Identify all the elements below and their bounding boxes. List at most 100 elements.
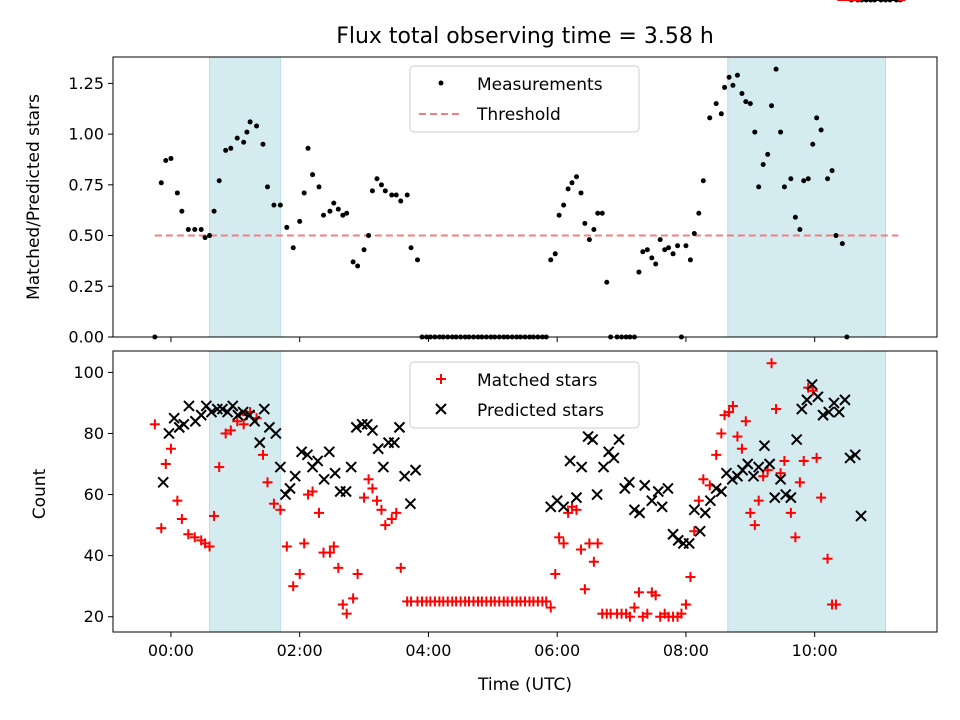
predicted-point-b xyxy=(243,409,256,421)
matched-point xyxy=(576,544,587,555)
predicted-point xyxy=(270,427,282,440)
predicted-point xyxy=(329,467,341,479)
matched-point xyxy=(314,507,324,518)
predicted-point-b xyxy=(817,409,829,421)
predicted-point xyxy=(232,409,244,421)
matched-point xyxy=(745,507,756,518)
predicted-point-b xyxy=(726,473,738,485)
predicted-point-b xyxy=(812,391,824,403)
matched-point xyxy=(257,449,268,460)
predicted-point-b xyxy=(602,446,615,458)
predicted-point xyxy=(823,406,835,418)
bottom-x-tick-label: 08:00 xyxy=(663,641,709,660)
predicted-point xyxy=(619,482,631,495)
predicted-point xyxy=(758,439,771,452)
measurement-point xyxy=(198,226,204,232)
predicted-point-b xyxy=(656,501,668,513)
top-shaded-region xyxy=(727,56,886,338)
predicted-point-b xyxy=(345,461,357,473)
predicted-point-b xyxy=(823,406,835,418)
predicted-point xyxy=(289,470,301,482)
measurement-point xyxy=(234,135,240,141)
predicted-point-b xyxy=(570,491,583,504)
matched-point xyxy=(766,358,777,369)
bottom-shaded-region xyxy=(209,350,281,633)
measurement-point xyxy=(414,257,420,263)
matched-point xyxy=(328,541,339,552)
predicted-point xyxy=(812,391,824,403)
predicted-point xyxy=(849,449,861,461)
measurement-point xyxy=(792,214,798,220)
predicted-point xyxy=(639,479,651,492)
predicted-point-b xyxy=(849,449,861,461)
measurement-point xyxy=(734,72,740,78)
predicted-point xyxy=(409,464,422,476)
matched-point xyxy=(753,495,764,506)
predicted-point-b xyxy=(409,464,422,476)
predicted-point xyxy=(398,470,411,482)
measurement-point xyxy=(211,208,217,214)
predicted-point-b xyxy=(295,446,308,458)
matched-point xyxy=(563,507,574,518)
predicted-point-b xyxy=(557,501,570,513)
predicted-point-b xyxy=(586,433,599,446)
predicted-point xyxy=(785,491,797,504)
measurement-point xyxy=(244,129,250,135)
measurement-point xyxy=(743,99,749,105)
predicted-point-b xyxy=(790,433,803,446)
measurement-point xyxy=(297,218,303,224)
predicted-point-b xyxy=(323,446,336,458)
predicted-point-b xyxy=(205,406,218,418)
measurement-point xyxy=(687,257,693,263)
matched-point xyxy=(790,532,801,543)
measurement-point xyxy=(675,243,681,249)
predicted-point xyxy=(628,504,641,516)
matched-point xyxy=(545,602,556,613)
chart-title: Flux total observing time = 3.58 h xyxy=(336,24,714,49)
predicted-point xyxy=(817,409,829,421)
predicted-point-b xyxy=(628,504,641,516)
measurement-point xyxy=(277,202,283,208)
measurement-point xyxy=(552,251,558,257)
measurement-point xyxy=(833,233,839,239)
predicted-point xyxy=(211,403,223,415)
predicted-point-b xyxy=(646,494,658,507)
predicted-point-b xyxy=(828,397,840,409)
predicted-point xyxy=(672,534,684,547)
predicted-point xyxy=(205,406,218,418)
predicted-point-b xyxy=(747,470,760,482)
predicted-point xyxy=(372,443,384,455)
predicted-point-b xyxy=(289,470,301,482)
predicted-point-b xyxy=(211,403,223,415)
predicted-point-b xyxy=(227,400,239,412)
measurement-point xyxy=(393,192,399,198)
predicted-point xyxy=(312,455,324,467)
matched-point xyxy=(359,492,370,503)
measurement-point xyxy=(662,247,668,253)
predicted-point xyxy=(683,537,695,550)
legend-top: Measurements Threshold xyxy=(409,65,640,133)
measurement-point xyxy=(713,101,719,107)
predicted-point xyxy=(388,436,401,449)
matched-point xyxy=(281,541,292,552)
top-y-tick-label: 1.00 xyxy=(68,125,104,144)
matched-point xyxy=(716,428,727,439)
matched-point xyxy=(391,507,402,518)
matched-point xyxy=(165,443,176,454)
measurement-point xyxy=(752,129,758,135)
measurement-point xyxy=(691,231,697,237)
predicted-point-b xyxy=(720,467,733,479)
bottom-x-tick-label: 02:00 xyxy=(277,641,323,660)
matched-point xyxy=(642,608,653,619)
measurement-point xyxy=(778,129,784,135)
predicted-point xyxy=(557,501,570,513)
matched-point xyxy=(558,538,569,549)
matched-point xyxy=(771,404,782,415)
predicted-point xyxy=(318,473,330,485)
predicted-point-b xyxy=(597,461,610,473)
measurement-point xyxy=(290,245,296,251)
matched-point xyxy=(183,529,194,540)
measurement-point xyxy=(340,212,346,218)
measurement-point xyxy=(404,192,410,198)
predicted-point xyxy=(248,415,261,427)
